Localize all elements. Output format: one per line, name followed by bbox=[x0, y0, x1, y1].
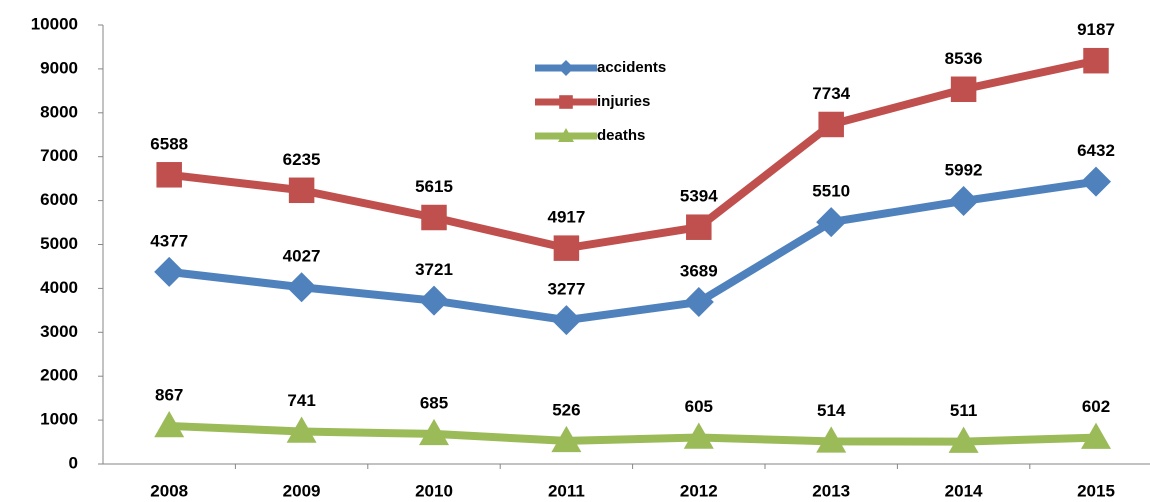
x-tick-label: 2012 bbox=[680, 481, 718, 500]
data-label: 602 bbox=[1082, 397, 1110, 416]
data-label: 6588 bbox=[150, 134, 188, 153]
marker bbox=[558, 60, 574, 76]
data-label: 867 bbox=[155, 385, 183, 404]
marker bbox=[816, 207, 847, 238]
x-tick-label: 2011 bbox=[548, 481, 585, 500]
data-label: 6432 bbox=[1077, 141, 1115, 160]
y-tick-label: 9000 bbox=[40, 58, 78, 77]
marker bbox=[816, 426, 847, 453]
data-label: 9187 bbox=[1077, 20, 1115, 39]
data-label: 4027 bbox=[283, 247, 321, 266]
x-tick-label: 2010 bbox=[415, 481, 453, 500]
y-tick-label: 4000 bbox=[40, 278, 78, 297]
marker bbox=[686, 214, 712, 240]
data-label: 6235 bbox=[283, 150, 321, 169]
y-tick-label: 8000 bbox=[40, 102, 78, 121]
marker bbox=[551, 425, 582, 453]
marker bbox=[553, 235, 580, 261]
data-label: 4917 bbox=[547, 208, 585, 227]
data-label: 3277 bbox=[547, 280, 585, 299]
marker bbox=[683, 287, 714, 318]
marker bbox=[286, 416, 317, 443]
marker bbox=[288, 177, 315, 204]
data-label: 4377 bbox=[150, 231, 188, 250]
data-label: 5394 bbox=[680, 187, 718, 206]
legend-label: injuries bbox=[597, 93, 650, 110]
marker bbox=[948, 426, 979, 453]
series-line bbox=[168, 177, 1097, 325]
marker bbox=[156, 162, 182, 188]
marker bbox=[818, 111, 844, 138]
data-label: 685 bbox=[420, 393, 448, 412]
x-tick-label: 2013 bbox=[812, 481, 850, 500]
marker bbox=[551, 305, 582, 336]
marker bbox=[154, 410, 185, 438]
y-tick-label: 3000 bbox=[40, 322, 78, 341]
marker bbox=[948, 185, 979, 216]
series-line bbox=[169, 421, 1097, 446]
y-tick-label: 5000 bbox=[40, 234, 78, 253]
x-tick-label: 2008 bbox=[150, 481, 188, 500]
y-tick-label: 2000 bbox=[40, 366, 78, 385]
data-label: 3721 bbox=[415, 260, 453, 279]
x-tick-label: 2015 bbox=[1077, 481, 1115, 500]
x-tick-label: 2014 bbox=[945, 481, 983, 500]
data-label: 514 bbox=[817, 401, 846, 420]
marker bbox=[154, 256, 185, 287]
data-label: 8536 bbox=[945, 49, 983, 68]
data-label: 511 bbox=[950, 401, 977, 420]
data-label: 526 bbox=[552, 400, 580, 419]
y-tick-label: 6000 bbox=[40, 190, 78, 209]
data-label: 7734 bbox=[812, 84, 850, 103]
y-tick-label: 10000 bbox=[31, 14, 78, 33]
data-label: 741 bbox=[287, 391, 315, 410]
marker bbox=[558, 128, 574, 142]
legend-label: deaths bbox=[597, 127, 645, 144]
series-line bbox=[168, 56, 1097, 253]
marker bbox=[286, 272, 317, 303]
data-label: 5615 bbox=[415, 177, 453, 196]
marker bbox=[419, 418, 449, 446]
x-tick-label: 2009 bbox=[283, 481, 321, 500]
marker bbox=[421, 204, 447, 231]
data-label: 5510 bbox=[812, 182, 850, 201]
data-label: 5992 bbox=[945, 160, 983, 179]
marker bbox=[1083, 47, 1109, 74]
marker bbox=[1081, 422, 1111, 449]
marker bbox=[1081, 166, 1111, 197]
marker bbox=[419, 285, 449, 316]
y-tick-label: 0 bbox=[69, 453, 78, 472]
data-label: 605 bbox=[685, 397, 713, 416]
legend-label: accidents bbox=[597, 59, 666, 76]
y-tick-label: 1000 bbox=[40, 410, 78, 429]
marker bbox=[683, 422, 714, 449]
data-label: 3689 bbox=[680, 262, 718, 281]
y-tick-label: 7000 bbox=[40, 146, 78, 165]
marker bbox=[559, 95, 573, 109]
marker bbox=[950, 76, 977, 103]
